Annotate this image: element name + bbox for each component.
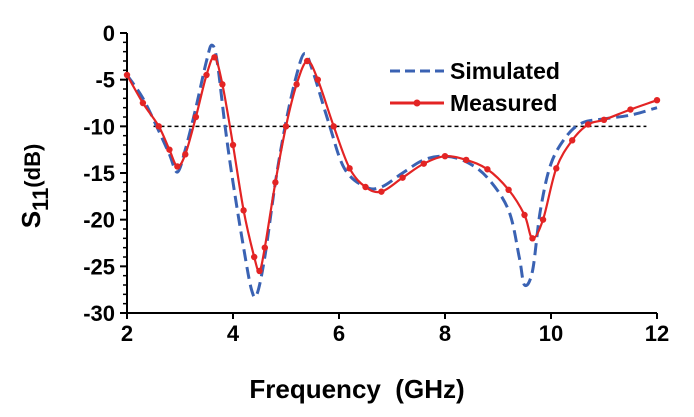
- data-point-measured: [505, 186, 512, 193]
- data-point-measured: [399, 174, 406, 181]
- data-point-measured: [529, 235, 536, 242]
- data-point-measured: [330, 123, 337, 130]
- x-tick-group: 2 4 6 8 10 12: [121, 313, 669, 346]
- legend-marker-measured: [413, 99, 421, 107]
- data-point-measured: [362, 183, 369, 191]
- y-axis-title-text: S11(dB): [16, 144, 53, 229]
- data-point-measured: [293, 81, 300, 88]
- x-axis-title: Frequency (GHz): [249, 374, 464, 404]
- data-point-measured: [229, 141, 237, 149]
- data-point-measured: [600, 116, 608, 124]
- data-point-measured: [123, 71, 131, 79]
- y-tick-label: -30: [83, 301, 115, 326]
- data-point-measured: [304, 57, 311, 65]
- data-point-measured: [256, 267, 263, 275]
- legend-item-measured: Measured: [390, 90, 557, 116]
- y-tick-label: -25: [83, 254, 115, 279]
- y-tick-label: -5: [95, 68, 115, 93]
- data-point-measured: [240, 207, 247, 214]
- data-point-measured: [272, 179, 279, 186]
- data-point-measured: [569, 137, 576, 144]
- data-point-measured: [251, 253, 258, 261]
- data-point-measured: [139, 99, 147, 107]
- x-tick-label: 2: [121, 321, 133, 346]
- data-point-measured: [261, 244, 268, 251]
- y-axis-title-unit: (dB): [20, 144, 45, 188]
- plot-area: 2 4 6 8 10 12 0 -5 -10 -15 -20 -25 -30: [83, 21, 669, 346]
- series-line-simulated: [125, 43, 658, 299]
- data-point-measured: [463, 156, 470, 164]
- y-tick-group: 0 -5 -10 -15 -20 -25 -30: [83, 21, 127, 326]
- y-axis-title-main: S: [16, 211, 46, 228]
- data-point-measured: [314, 76, 321, 83]
- legend: Simulated Measured: [390, 58, 560, 116]
- data-point-measured: [378, 188, 385, 195]
- data-point-measured: [192, 113, 200, 121]
- data-point-measured: [346, 165, 353, 172]
- data-point-measured: [627, 106, 634, 113]
- x-tick-label: 10: [539, 321, 563, 346]
- data-point-measured: [211, 54, 218, 61]
- data-point-measured: [282, 123, 290, 130]
- y-axis-title-subscript: 11: [28, 188, 53, 211]
- x-tick-label: 12: [645, 321, 669, 346]
- y-tick-label: -15: [83, 161, 115, 186]
- y-tick-label: -20: [83, 208, 115, 233]
- data-point-measured: [521, 211, 528, 219]
- y-tick-label: 0: [103, 21, 115, 46]
- data-point-measured: [539, 216, 547, 223]
- data-point-measured: [166, 146, 173, 153]
- x-tick-label: 8: [439, 321, 451, 346]
- legend-item-simulated: Simulated: [390, 58, 560, 84]
- y-tick-label: -10: [83, 114, 115, 139]
- data-point-measured: [584, 121, 592, 128]
- y-axis-title: S11(dB): [16, 144, 53, 229]
- data-point-measured: [420, 160, 427, 167]
- legend-label-measured: Measured: [450, 90, 557, 116]
- data-point-measured: [553, 165, 560, 172]
- data-point-measured: [155, 123, 162, 130]
- data-point-measured: [653, 97, 661, 104]
- legend-label-simulated: Simulated: [450, 58, 560, 84]
- data-point-measured: [484, 166, 491, 173]
- data-point-measured: [203, 71, 210, 79]
- data-point-measured: [174, 163, 181, 170]
- series-line-measured: [126, 56, 658, 273]
- x-tick-label: 4: [227, 321, 240, 346]
- data-point-measured: [441, 153, 449, 160]
- x-tick-label: 6: [333, 321, 345, 346]
- series-group: [123, 43, 661, 299]
- data-point-measured: [219, 81, 226, 88]
- data-point-measured: [182, 151, 189, 158]
